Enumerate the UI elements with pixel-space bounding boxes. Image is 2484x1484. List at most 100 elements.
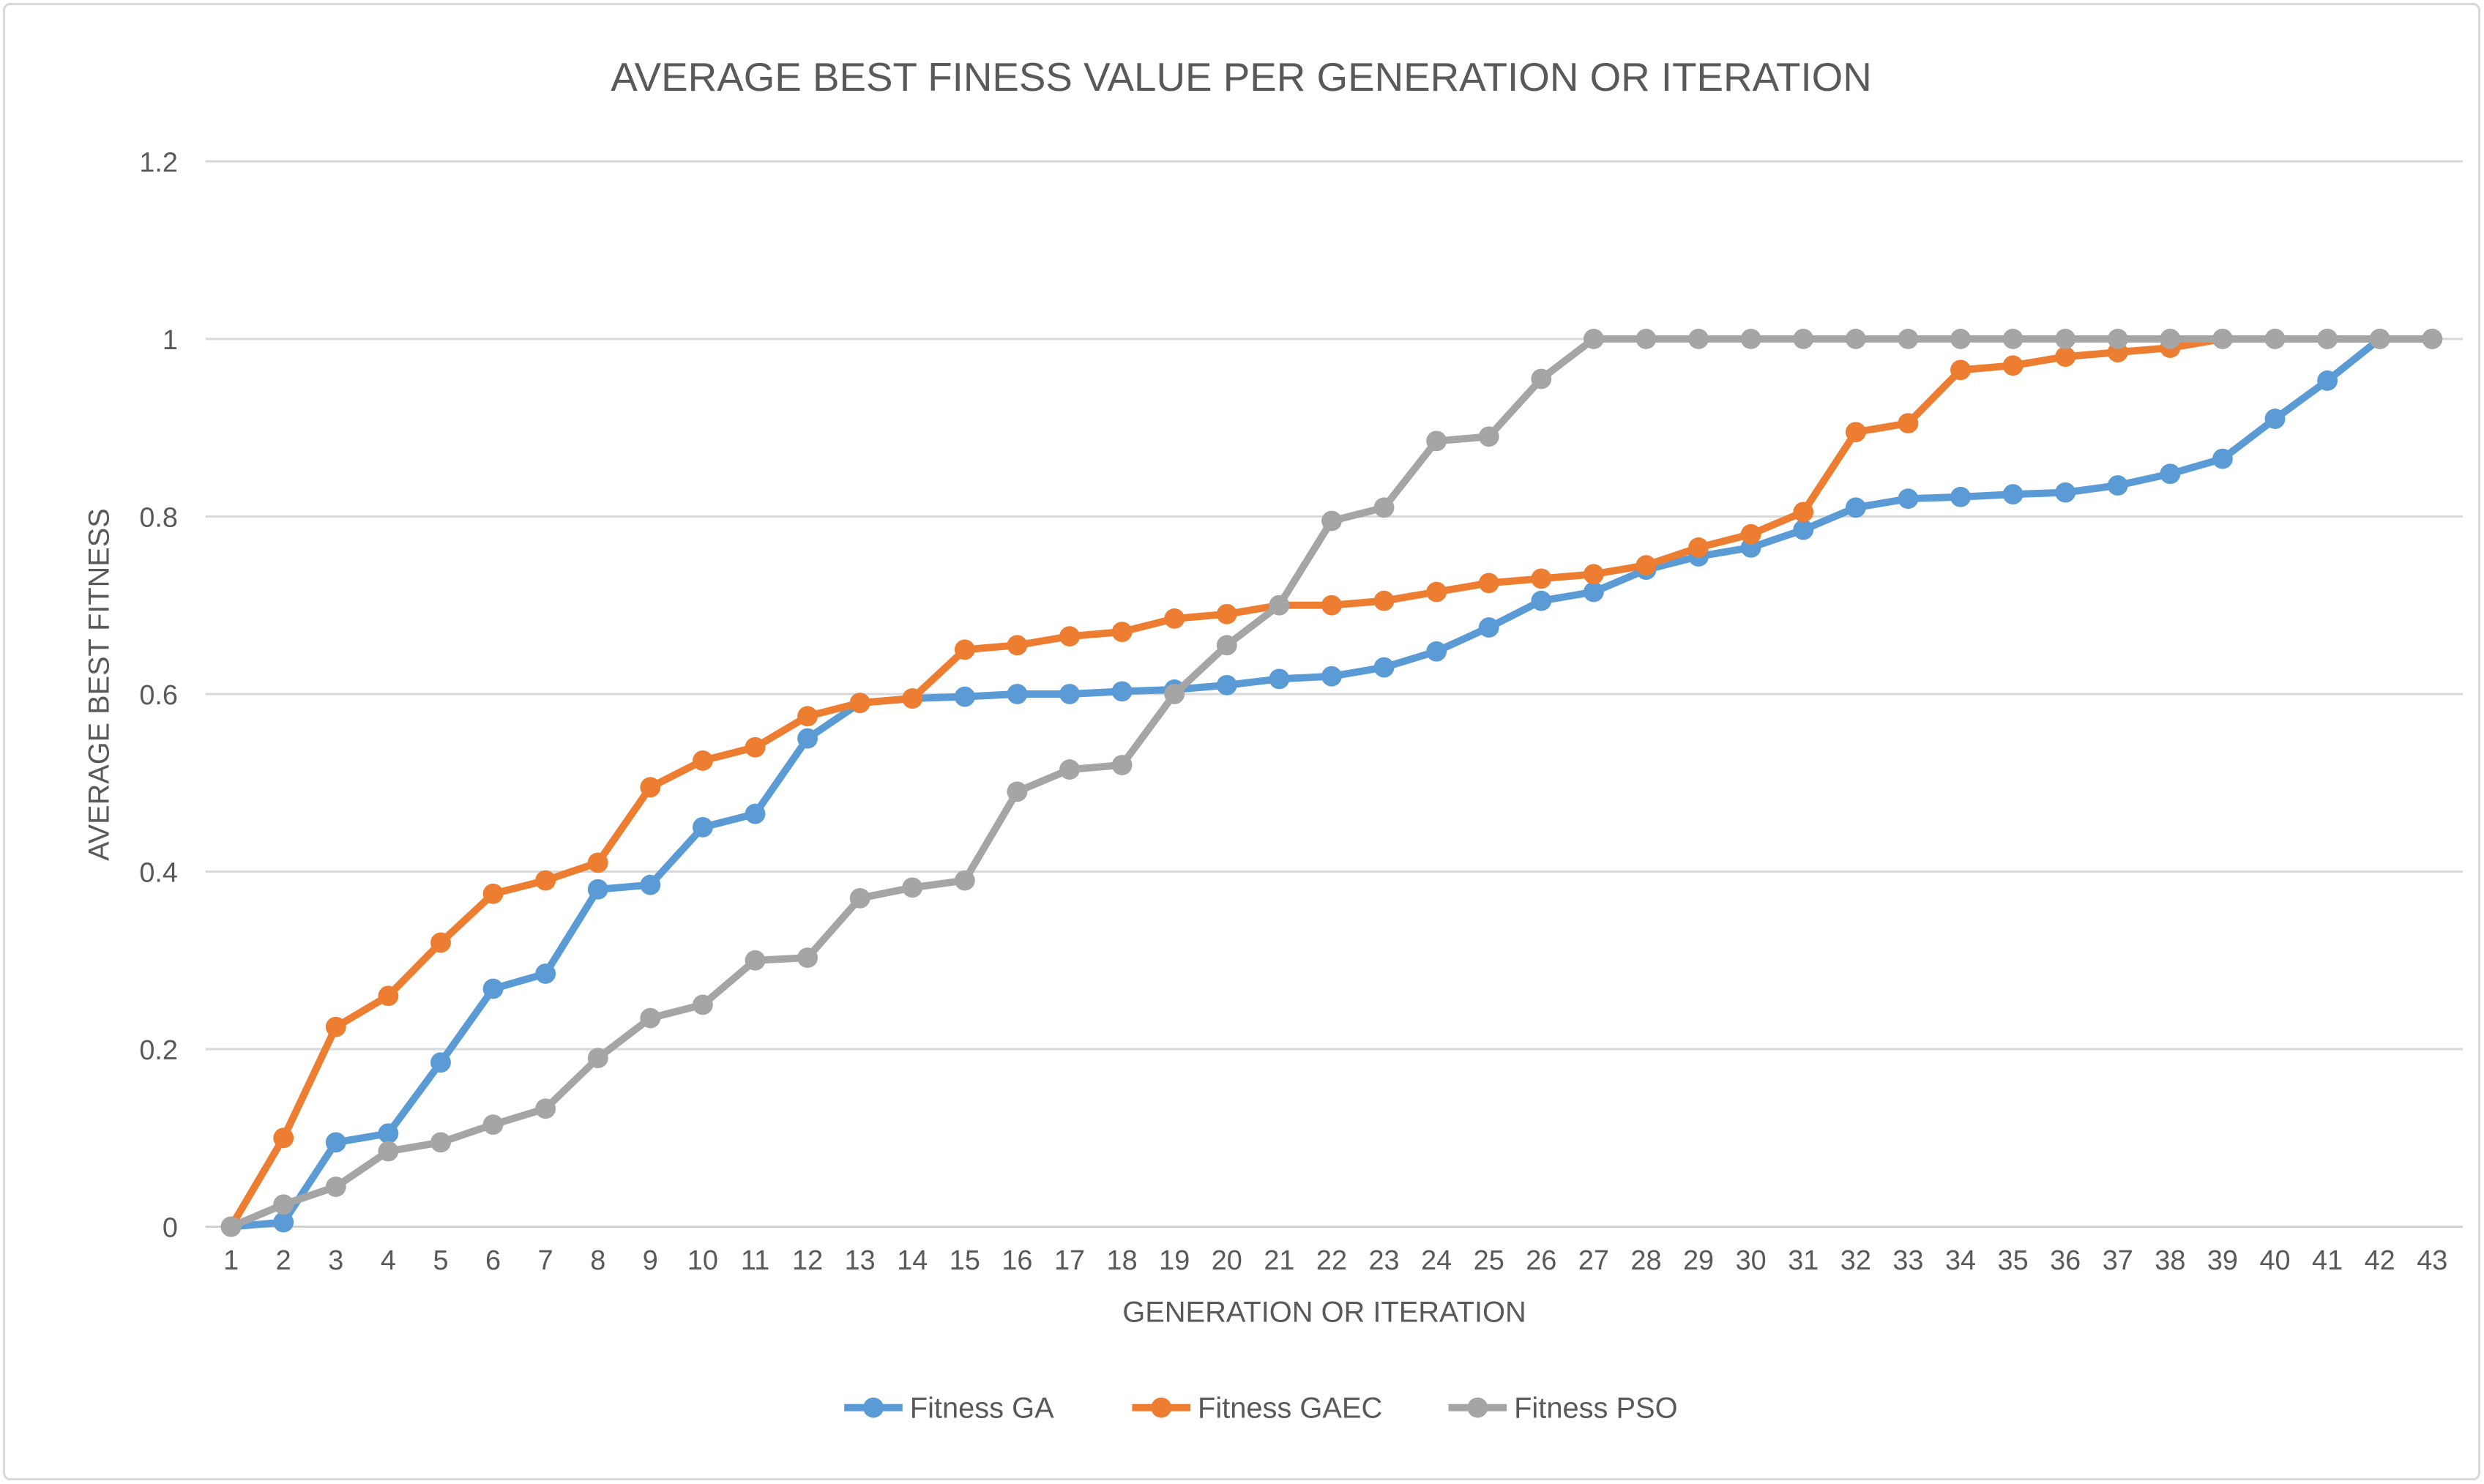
data-point-fitness-gaec (1164, 608, 1185, 629)
x-tick-label: 22 (1316, 1245, 1347, 1276)
data-point-fitness-pso (535, 1098, 556, 1119)
x-tick-label: 27 (1578, 1245, 1609, 1276)
data-point-fitness-pso (1845, 329, 1866, 349)
x-tick-label: 25 (1474, 1245, 1504, 1276)
data-point-fitness-gaec (745, 737, 766, 758)
data-point-fitness-pso (220, 1216, 242, 1237)
data-point-fitness-gaec (430, 932, 451, 953)
x-tick-label: 42 (2365, 1245, 2395, 1276)
data-point-fitness-gaec (849, 693, 870, 714)
data-point-fitness-ga (535, 963, 556, 984)
x-tick-label: 32 (1840, 1245, 1871, 1276)
x-tick-label: 21 (1264, 1245, 1294, 1276)
series-line-fitness-pso (227, 335, 2436, 1231)
data-point-fitness-gaec (378, 985, 399, 1007)
data-point-fitness-pso (587, 1048, 608, 1069)
data-point-fitness-pso (2369, 329, 2390, 349)
y-tick-label: 0.4 (139, 857, 178, 888)
data-point-fitness-gaec (1373, 590, 1395, 611)
x-tick-label: 5 (433, 1245, 448, 1276)
y-tick-label: 0 (163, 1213, 178, 1244)
data-point-fitness-ga (2212, 448, 2233, 469)
x-tick-label: 13 (845, 1245, 876, 1276)
data-point-fitness-gaec (273, 1127, 294, 1149)
data-point-fitness-ga (1583, 581, 1604, 603)
legend-marker-dot-fitness-ga (863, 1397, 884, 1418)
x-tick-label: 17 (1054, 1245, 1085, 1276)
data-point-fitness-pso (1216, 635, 1237, 656)
data-point-fitness-pso (2422, 329, 2443, 349)
data-point-fitness-pso (1740, 329, 1761, 349)
y-axis-title: AVERAGE BEST FITNESS (83, 508, 115, 861)
data-point-fitness-pso (273, 1194, 294, 1215)
x-tick-label: 12 (792, 1245, 823, 1276)
data-point-fitness-pso (692, 994, 713, 1015)
data-point-fitness-gaec (797, 706, 818, 727)
x-tick-label: 39 (2207, 1245, 2238, 1276)
x-tick-label: 14 (897, 1245, 928, 1276)
x-tick-label: 31 (1788, 1245, 1819, 1276)
x-tick-label: 33 (1892, 1245, 1923, 1276)
data-point-fitness-ga (587, 879, 608, 900)
data-point-fitness-gaec (1740, 523, 1761, 545)
data-point-fitness-pso (954, 870, 975, 891)
data-point-fitness-ga (1531, 590, 1552, 611)
data-point-fitness-gaec (1636, 555, 1657, 576)
data-point-fitness-ga (2160, 463, 2181, 485)
data-point-fitness-pso (1373, 497, 1395, 518)
x-tick-label: 23 (1369, 1245, 1400, 1276)
series-layer (220, 329, 2443, 1237)
x-tick-label: 24 (1421, 1245, 1452, 1276)
data-point-fitness-pso (1688, 329, 1709, 349)
data-point-fitness-pso (482, 1114, 504, 1136)
data-point-fitness-ga (2107, 475, 2128, 496)
data-point-fitness-pso (2212, 329, 2233, 349)
data-point-fitness-gaec (1426, 581, 1447, 603)
data-point-fitness-ga (2317, 370, 2338, 391)
y-tick-labels: 0 0.2 0.4 0.6 0.8 1 1.2 (139, 147, 178, 1243)
data-point-fitness-ga (2264, 409, 2286, 429)
y-tick-label: 1 (163, 325, 178, 356)
data-point-fitness-pso (1636, 329, 1657, 349)
data-point-fitness-gaec (1111, 622, 1133, 642)
x-tick-label: 18 (1107, 1245, 1138, 1276)
data-point-fitness-gaec (902, 688, 923, 709)
y-tick-label: 0.2 (139, 1035, 178, 1066)
legend-label: Fitness PSO (1514, 1392, 1677, 1425)
y-tick-label: 0.6 (139, 680, 178, 711)
data-point-fitness-pso (2055, 329, 2076, 349)
x-tick-label: 26 (1526, 1245, 1556, 1276)
data-point-fitness-pso (1111, 755, 1133, 775)
data-point-fitness-pso (1793, 329, 1814, 349)
x-tick-label: 38 (2155, 1245, 2185, 1276)
data-point-fitness-pso (1059, 759, 1080, 780)
data-point-fitness-ga (640, 874, 661, 895)
legend-label: Fitness GAEC (1198, 1392, 1382, 1425)
data-point-fitness-ga (1373, 657, 1395, 678)
data-point-fitness-pso (1321, 510, 1342, 532)
data-point-fitness-pso (1269, 594, 1290, 616)
x-tick-label: 20 (1212, 1245, 1242, 1276)
x-tick-label: 29 (1683, 1245, 1714, 1276)
legend-label: Fitness GA (910, 1392, 1054, 1425)
data-point-fitness-pso (1898, 329, 1919, 349)
data-point-fitness-gaec (1531, 568, 1552, 589)
data-point-fitness-pso (745, 950, 766, 971)
x-tick-label: 15 (950, 1245, 980, 1276)
data-point-fitness-ga (954, 686, 975, 707)
data-point-fitness-ga (1007, 684, 1028, 704)
data-point-fitness-gaec (1216, 603, 1237, 624)
x-tick-label: 9 (643, 1245, 658, 1276)
data-point-fitness-pso (1426, 430, 1447, 452)
x-tick-label: 19 (1159, 1245, 1190, 1276)
x-tick-label: 8 (590, 1245, 605, 1276)
data-point-fitness-gaec (1321, 594, 1342, 616)
data-point-fitness-pso (902, 877, 923, 898)
legend-item: Fitness GAEC (1132, 1392, 1382, 1425)
data-point-fitness-ga (430, 1052, 451, 1073)
data-point-fitness-gaec (1688, 537, 1709, 558)
data-point-fitness-ga (325, 1132, 346, 1153)
legend-item: Fitness PSO (1448, 1392, 1678, 1425)
chart-frame: AVERAGE BEST FINESS VALUE PER GENERATION… (3, 3, 2480, 1480)
